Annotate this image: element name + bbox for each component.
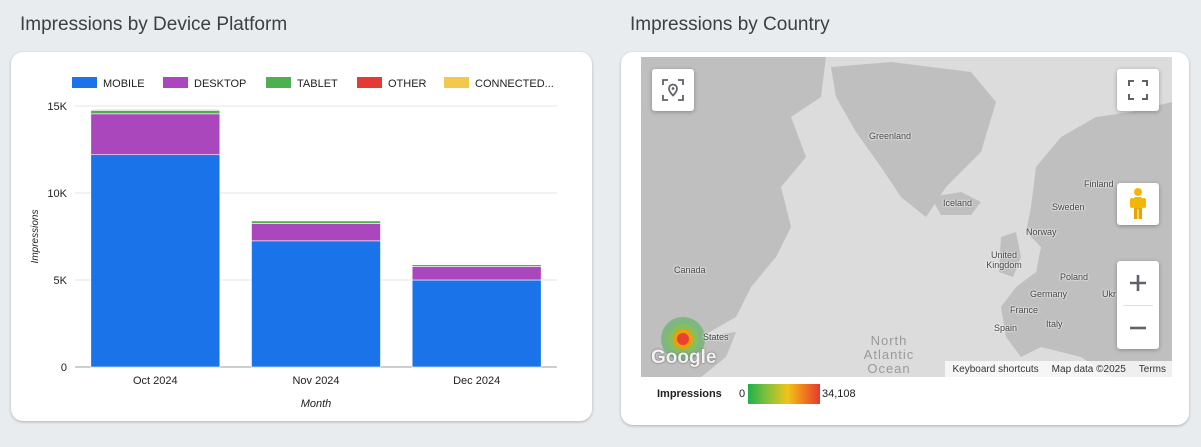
map-data-text: Map data ©2025 — [1051, 363, 1126, 375]
bar-tablet-0 — [90, 110, 221, 115]
country-map-card: Greenland Iceland Finland Sweden Norway … — [621, 52, 1189, 425]
fullscreen-button[interactable] — [1117, 69, 1159, 111]
bar-desktop-2 — [411, 266, 542, 281]
x-axis-label: Month — [301, 398, 332, 410]
legend-label-0: MOBILE — [103, 78, 145, 90]
google-logo[interactable]: Google — [651, 347, 717, 368]
x-tick-label: Oct 2024 — [133, 375, 178, 387]
y-tick-label: 5K — [54, 275, 68, 287]
legend-swatch-4 — [444, 77, 469, 88]
legend-gradient — [748, 384, 820, 404]
map-label-poland: Poland — [1060, 272, 1089, 282]
country-title: Impressions by Country — [630, 14, 830, 35]
legend-label-3: OTHER — [388, 78, 427, 90]
bar-mobile-0 — [90, 154, 221, 368]
map-label-finland: Finland — [1084, 179, 1114, 189]
map-label-greenland: Greenland — [869, 131, 912, 141]
map-label-iceland: Iceland — [943, 198, 973, 208]
map-label-italy: Italy — [1046, 319, 1063, 329]
pegman-icon — [1130, 188, 1146, 219]
plus-icon — [1130, 274, 1146, 291]
locate-button[interactable] — [652, 69, 694, 111]
map-label-france: France — [1010, 305, 1039, 315]
legend-swatch-3 — [357, 77, 382, 88]
keyboard-shortcuts-link[interactable]: Keyboard shortcuts — [952, 363, 1039, 375]
legend-label-2: TABLET — [297, 78, 338, 90]
fullscreen-icon — [1128, 80, 1148, 100]
legend-label-1: DESKTOP — [194, 78, 246, 90]
device-platform-chart: 0 5K 10K 15K Impressions Oct 2024 Nov 2024 Dec … — [30, 77, 557, 410]
legend-swatch-2 — [266, 77, 291, 88]
location-pin-icon — [662, 79, 684, 101]
map-label-sweden: Sweden — [1052, 202, 1085, 212]
legend-min: 0 — [739, 388, 746, 400]
legend-title: Impressions — [657, 388, 722, 400]
legend-label-4: CONNECTED... — [475, 78, 554, 90]
y-tick-label: 0 — [61, 362, 67, 374]
map-label-ukraine: Ukr — [1102, 289, 1116, 299]
map-label-us: States — [703, 332, 729, 342]
legend-max: 34,108 — [822, 388, 856, 400]
zoom-out-button[interactable] — [1117, 307, 1159, 349]
map-label-uk: United Kingdom — [986, 250, 1022, 270]
minus-icon — [1130, 326, 1146, 329]
bar-mobile-2 — [411, 279, 542, 368]
y-axis-label: Impressions — [30, 210, 41, 264]
bar-desktop-0 — [90, 113, 221, 156]
bar-desktop-1 — [251, 223, 381, 242]
map-label-ocean: North Atlantic Ocean — [863, 333, 915, 376]
terms-link[interactable]: Terms — [1138, 363, 1166, 375]
legend-swatch-0 — [72, 77, 97, 88]
x-tick-label: Dec 2024 — [453, 375, 500, 387]
map-label-canada: Canada — [674, 265, 706, 275]
bar-mobile-1 — [251, 240, 381, 368]
map-label-germany: Germany — [1030, 289, 1068, 299]
x-tick-label: Nov 2024 — [292, 375, 339, 387]
zoom-in-button[interactable] — [1117, 262, 1159, 304]
zoom-controls — [1117, 261, 1159, 349]
y-tick-label: 15K — [47, 101, 67, 113]
legend-swatch-1 — [163, 77, 188, 88]
map-label-norway: Norway — [1026, 227, 1057, 237]
y-tick-label: 10K — [47, 188, 67, 200]
device-platform-card: 0 5K 10K 15K Impressions Oct 2024 Nov 2024 Dec … — [11, 52, 592, 421]
map-label-spain: Spain — [994, 323, 1018, 333]
world-map[interactable]: Greenland Iceland Finland Sweden Norway … — [641, 57, 1172, 377]
street-view-pegman[interactable] — [1117, 183, 1159, 225]
device-platform-title: Impressions by Device Platform — [20, 14, 288, 35]
bar-tablet-1 — [251, 220, 381, 224]
map-attribution: Keyboard shortcuts Map data ©2025 Terms — [944, 361, 1172, 377]
